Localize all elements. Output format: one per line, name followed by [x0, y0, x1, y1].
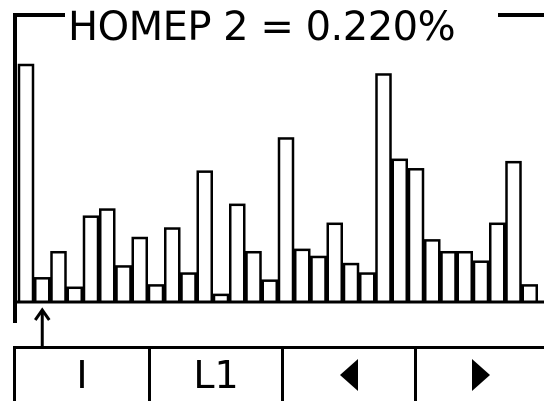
harmonic-readout-title: НОМЕР 2 = 0.220%	[68, 4, 456, 50]
cursor-arrow-icon	[34, 307, 51, 321]
harmonic-bar-27	[440, 250, 457, 304]
softkey-phase[interactable]: L1	[151, 349, 284, 401]
harmonic-bar-3	[50, 250, 67, 304]
softkey-current[interactable]: I	[16, 349, 151, 401]
softkey-bar: I L1	[13, 346, 544, 401]
frame-top-right	[498, 13, 544, 17]
harmonic-bar-20	[326, 222, 343, 304]
harmonic-bar-18	[294, 248, 311, 304]
harmonic-bar-28	[456, 250, 473, 304]
harmonic-bar-12	[196, 170, 213, 304]
harmonic-bar-17	[277, 137, 295, 304]
softkey-next[interactable]	[417, 349, 544, 401]
harmonic-bar-26	[424, 239, 441, 304]
harmonic-bar-16	[261, 279, 278, 304]
harmonic-bar-15	[245, 250, 262, 304]
harmonic-bar-19	[310, 255, 327, 304]
arrow-right-icon	[471, 359, 490, 391]
frame-top-left	[13, 13, 65, 17]
harmonic-bar-29	[472, 260, 490, 304]
harmonic-bar-8	[131, 236, 148, 304]
softkey-phase-label: L1	[193, 353, 239, 397]
harmonic-bar-31	[505, 160, 522, 304]
bars-layer	[17, 63, 538, 304]
harmonic-bar-21	[342, 262, 360, 304]
frame-left	[13, 13, 17, 323]
harmonic-bar-5	[82, 215, 100, 304]
harmonic-bar-4	[66, 286, 83, 304]
harmonic-bar-30	[489, 222, 506, 304]
harmonic-bar-32	[521, 284, 538, 304]
harmonic-bar-22	[359, 272, 376, 304]
harmonic-bar-6	[99, 208, 116, 304]
harmonic-bar-11	[180, 272, 197, 304]
softkey-current-label: I	[76, 353, 88, 397]
arrow-left-icon	[340, 359, 358, 391]
harmonic-bar-2	[34, 277, 51, 304]
harmonic-bar-1	[17, 63, 35, 304]
harmonic-bar-23	[375, 73, 392, 304]
harmonic-bar-9	[147, 284, 165, 304]
harmonic-bar-14	[229, 203, 246, 304]
harmonic-bar-10	[164, 227, 181, 304]
harmonic-cursor[interactable]	[34, 307, 51, 346]
harmonic-bar-7	[115, 265, 132, 304]
harmonic-bar-25	[407, 168, 425, 304]
harmonic-bar-24	[391, 158, 408, 304]
softkey-prev[interactable]	[284, 349, 417, 401]
